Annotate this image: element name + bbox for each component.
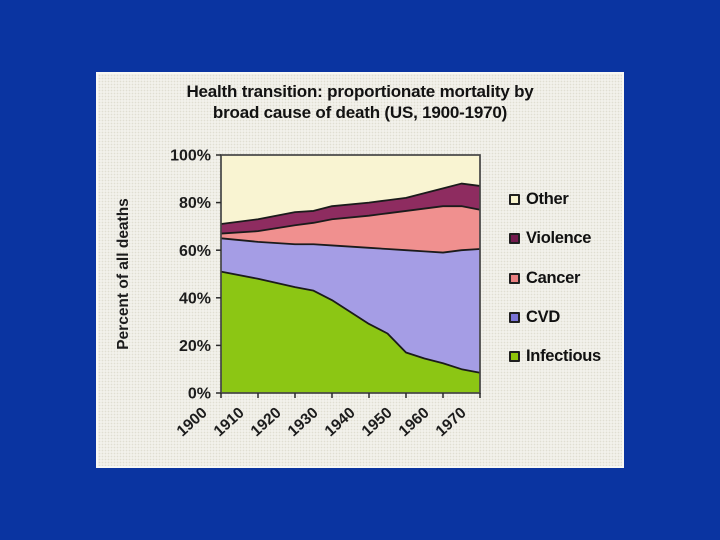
x-tick-label: 1940 — [322, 404, 359, 440]
x-tick-label: 1920 — [248, 404, 285, 440]
x-tick-label: 1960 — [396, 404, 433, 440]
legend-item-cvd: CVD — [504, 298, 620, 337]
boundary-line-cancer — [220, 205, 481, 235]
chart-legend: Other Violence Cancer CVD Infectious — [504, 180, 620, 376]
legend-label-violence: Violence — [526, 229, 592, 248]
chart-title-line-2: broad cause of death (US, 1900-1970) — [212, 103, 508, 122]
chart-title: Health transition: proportionate mortali… — [98, 81, 622, 123]
x-tick-label: 1910 — [211, 404, 248, 440]
legend-label-infectious: Infectious — [526, 347, 601, 366]
boundary-line-infectious — [220, 270, 481, 374]
legend-item-other: Other — [504, 180, 620, 219]
plot-frame — [220, 154, 481, 394]
y-tick-label: 60% — [179, 243, 211, 260]
legend-swatch-infectious-icon — [509, 351, 520, 363]
chart-panel: Health transition: proportionate mortali… — [98, 74, 622, 466]
y-tick-label: 20% — [179, 338, 211, 355]
y-tick-label: 80% — [179, 195, 211, 212]
boundary-line-cvd — [220, 237, 481, 254]
x-tick-label: 1970 — [433, 404, 470, 440]
legend-item-infectious: Infectious — [504, 337, 620, 376]
legend-swatch-violence-icon — [509, 233, 520, 245]
x-tick-label: 1930 — [285, 404, 322, 440]
chart-title-line-1: Health transition: proportionate mortali… — [186, 82, 534, 101]
y-axis-title: Percent of all deaths — [115, 198, 132, 350]
legend-swatch-cancer-icon — [509, 272, 520, 284]
legend-label-other: Other — [526, 190, 569, 209]
area-cancer — [221, 206, 480, 253]
area-infectious — [221, 271, 480, 393]
legend-label-cvd: CVD — [526, 308, 560, 327]
legend-item-violence: Violence — [504, 219, 620, 258]
legend-label-cancer: Cancer — [526, 268, 581, 287]
mortality-chart-svg: 0%20%40%60%80%100%1900 1910 1920 1930 1940 19… — [115, 148, 481, 440]
y-tick-label: 40% — [179, 290, 211, 307]
legend-swatch-cvd-icon — [509, 312, 520, 324]
x-tick-label: 1950 — [359, 404, 396, 440]
area-cvd — [221, 238, 480, 373]
x-tick-label: 1900 — [174, 404, 211, 440]
y-tick-label: 100% — [170, 148, 211, 165]
legend-item-cancer: Cancer — [504, 259, 620, 298]
y-tick-label: 0% — [188, 386, 211, 403]
legend-swatch-other-icon — [509, 194, 520, 206]
area-other — [221, 155, 480, 225]
boundary-line-violence — [220, 182, 481, 225]
